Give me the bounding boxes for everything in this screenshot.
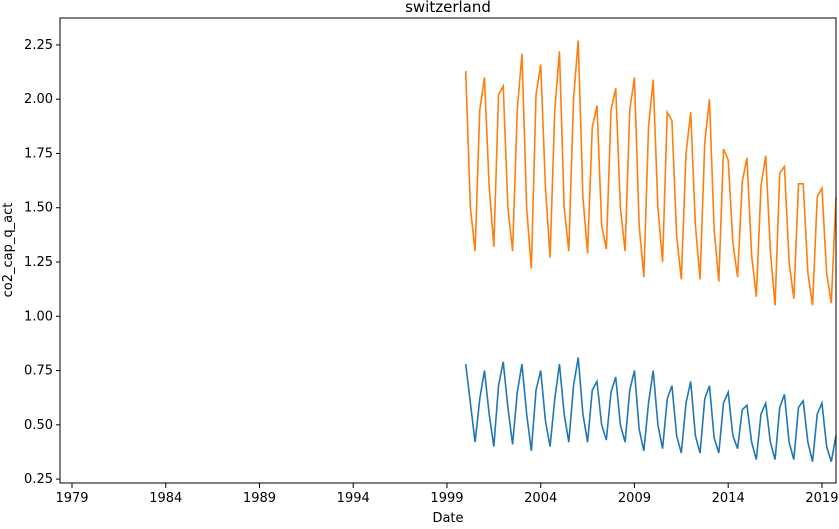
x-tick-label: 2014 — [712, 491, 745, 506]
x-tick-label: 1994 — [337, 491, 370, 506]
x-tick-label: 2019 — [805, 491, 838, 506]
x-axis-label: Date — [432, 511, 463, 525]
plot-frame — [59, 17, 837, 484]
y-axis-label: co2_cap_q_act — [1, 203, 16, 298]
y-tick-label: 1.50 — [24, 201, 53, 216]
y-tick-label: 0.25 — [24, 472, 53, 487]
x-tick-label: 2009 — [618, 491, 651, 506]
line-series — [464, 357, 837, 462]
x-tick-label: 1999 — [430, 491, 463, 506]
y-tick-label: 0.50 — [24, 418, 53, 433]
y-tick-label: 1.75 — [24, 146, 53, 161]
y-tick-label: 1.25 — [24, 255, 53, 270]
x-tick-label: 1989 — [243, 491, 276, 506]
x-tick-label: 1979 — [55, 491, 88, 506]
y-tick-label: 1.00 — [24, 309, 53, 324]
y-tick-label: 2.25 — [24, 38, 53, 53]
x-tick-label: 2004 — [524, 491, 557, 506]
line-series — [464, 40, 837, 306]
y-tick-label: 2.00 — [24, 92, 53, 107]
y-tick-label: 0.75 — [24, 364, 53, 379]
x-tick-label: 1984 — [149, 491, 182, 506]
chart-title: switzerland — [405, 0, 491, 16]
